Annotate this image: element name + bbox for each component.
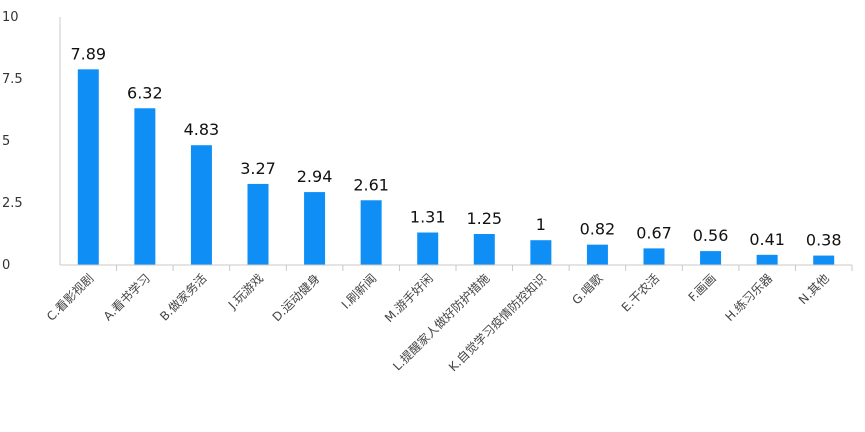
x-tick-label: L.提醒家人做好防护措施 [390,271,493,374]
bar [813,255,835,265]
bar [77,69,99,265]
bar [247,183,269,265]
data-labels: 7.89 6.32 4.83 3.27 2.94 2.61 1.31 1.25 1 0.82 0.6… [70,44,841,249]
y-tick-label: 7.5 [2,72,23,87]
data-label: 3.27 [240,159,276,178]
data-label: 4.83 [184,120,220,139]
x-tick-label: H.练习乐器 [722,271,775,324]
bar [304,192,326,265]
bar [473,234,495,265]
x-tick-label: I.刷新闻 [338,271,379,312]
bar [530,240,552,265]
x-tick-label: N.其他 [796,271,832,307]
data-label: 6.32 [127,83,163,102]
bar [360,200,382,265]
bar [643,248,665,265]
bar [134,108,156,265]
data-label: 0.67 [636,223,672,242]
data-label: 1.31 [410,208,446,227]
x-tick-label: D.运动健身 [269,271,323,325]
data-label: 7.89 [70,44,106,63]
data-label: 0.41 [749,230,785,249]
data-label: 0.38 [806,231,842,250]
x-tick-label: K.自觉学习疫情防控知识 [445,271,549,375]
data-label: 2.94 [297,167,333,186]
y-tick-label: 5 [2,134,10,149]
x-tick-label: E.干农活 [619,271,662,314]
y-tick-label: 0 [2,258,10,273]
y-tick-label: 10 [2,10,19,25]
x-tick-label: M.游手好闲 [382,271,436,325]
y-tick-label: 2.5 [2,196,23,211]
x-axis: C.看影视剧 A.看书学习 B.做家务活 J.玩游戏 D.运动健身 I.刷新闻 M.游手好闲… [43,264,853,375]
x-tick-label: C.看影视剧 [43,271,96,324]
data-label: 0.56 [693,226,729,245]
data-label: 0.82 [580,220,616,239]
x-tick-label: G.唱歌 [569,271,606,308]
bar [586,244,608,265]
bar [700,251,722,265]
y-axis: 0 2.5 5 7.5 10 [2,10,61,273]
x-tick-label: A.看书学习 [100,271,153,324]
x-tick-label: F.画画 [686,271,719,304]
data-label: 1.25 [466,209,502,228]
bar [190,145,212,265]
bar [756,254,778,265]
x-tick-label: B.做家务活 [156,271,209,324]
bar [417,232,439,265]
bars [77,69,835,265]
x-tick-label: J.玩游戏 [225,271,266,312]
data-label: 1 [536,215,546,234]
data-label: 2.61 [353,175,389,194]
